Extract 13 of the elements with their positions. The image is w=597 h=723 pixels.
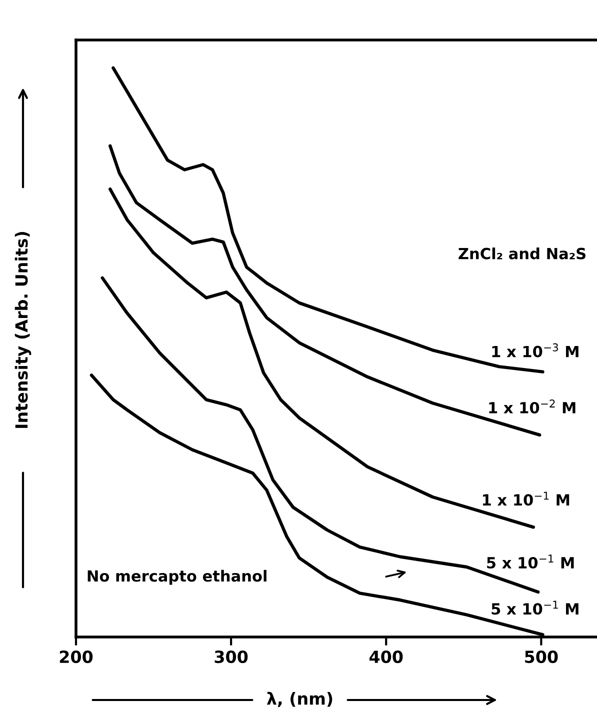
series-label: 5 x 10$^{−1}$ M — [492, 600, 578, 615]
series-label: 1 x 10$^{−1}$ M — [482, 492, 570, 506]
x-axis-title: λ, (nm) — [266, 692, 332, 707]
annotation: No mercapto ethanol — [88, 570, 266, 585]
annotation: ZnCl₂ and Na₂S — [458, 248, 586, 260]
x-tick-label: 500 — [525, 650, 558, 664]
y-axis-title: Intensity (Arb. Units) — [14, 232, 32, 428]
x-tick-label: 400 — [369, 650, 403, 664]
series-label: 5 x 10$^{−1}$ M — [487, 554, 574, 569]
series-label: 1 x 10$^{−3}$ M — [492, 343, 578, 358]
x-tick-label: 200 — [60, 650, 93, 664]
series-label: 1 x 10$^{−2}$ M — [489, 400, 576, 414]
x-tick-label: 300 — [214, 650, 248, 664]
